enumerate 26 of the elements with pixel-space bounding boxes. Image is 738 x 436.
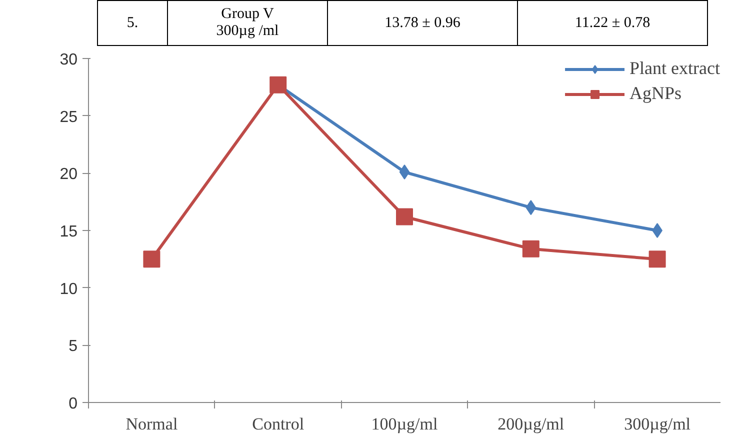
point [652,223,662,238]
point [399,164,410,180]
x-tick-label: Normal [126,414,178,434]
y-tick-label: 30 [60,52,78,68]
text: Group V 300µg /ml [168,0,328,46]
point [522,240,540,258]
legend-label: AgNPs [630,83,682,104]
y-tick-label: 5 [68,338,78,356]
x-tick-label: 100µg/ml [371,414,438,434]
point [396,208,413,226]
y-tick-label: 10 [60,280,78,298]
y-tick-label: 20 [60,166,78,184]
point [526,200,536,216]
x-tick-label: 300µg/ml [624,414,691,434]
y-tick-label: 25 [60,108,78,126]
point [648,250,666,268]
text: 11.22 ± 0.78 [518,0,708,46]
x-tick-label: 200µg/ml [498,414,564,434]
point [143,250,160,268]
y-tick-label: 0 [68,396,78,412]
legend-label: Plant extract [630,58,720,79]
text: 13.78 ± 0.96 [328,0,518,46]
y-tick-label: 15 [60,224,78,240]
x-tick-label: Control [252,414,304,434]
text: 5. [98,0,168,46]
point [270,76,287,94]
